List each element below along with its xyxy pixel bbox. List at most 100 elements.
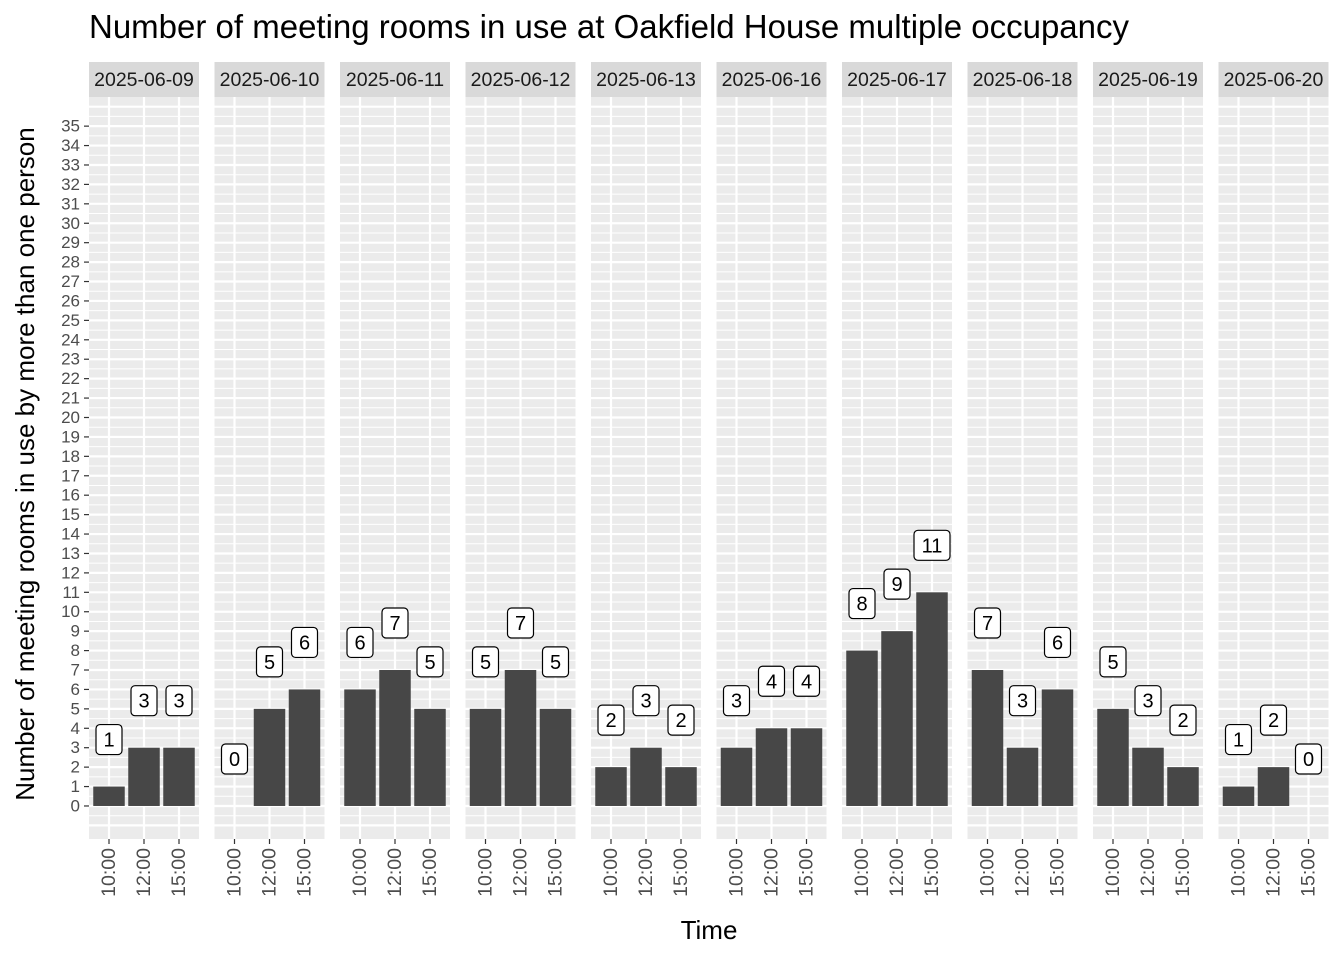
x-tick-label: 10:00 bbox=[1102, 848, 1124, 897]
data-label-box bbox=[416, 646, 444, 678]
y-tick-label: 0 bbox=[71, 796, 80, 815]
y-tick-label: 7 bbox=[71, 661, 80, 680]
bar bbox=[916, 592, 948, 806]
facet-strip bbox=[89, 62, 199, 97]
facet-panel-2025-06-13: 2025-06-13 2 3 2 10:00 12:00 15:00 bbox=[591, 62, 701, 897]
chart-title: Number of meeting rooms in use at Oakfie… bbox=[89, 8, 1129, 45]
x-tick-label: 15:00 bbox=[670, 848, 692, 897]
y-tick-label: 5 bbox=[71, 699, 80, 718]
data-label: 2 bbox=[605, 710, 616, 732]
facet-strip-label: 2025-06-10 bbox=[220, 69, 320, 91]
data-label: 1 bbox=[1233, 730, 1244, 752]
x-tick-label: 12:00 bbox=[886, 848, 908, 897]
facet-strip bbox=[214, 62, 325, 97]
x-tick-label: 12:00 bbox=[635, 848, 657, 897]
x-tick-label: 15:00 bbox=[921, 848, 943, 897]
data-label: 9 bbox=[891, 574, 902, 596]
y-tick-label: 1 bbox=[71, 777, 80, 796]
x-tick-label: 15:00 bbox=[419, 848, 441, 897]
data-label: 3 bbox=[173, 691, 184, 713]
data-label-box bbox=[597, 704, 625, 736]
bar bbox=[93, 786, 125, 806]
bar bbox=[1167, 767, 1199, 806]
data-label: 3 bbox=[640, 691, 651, 713]
facet-strip bbox=[967, 62, 1078, 97]
facet-panel-2025-06-20: 2025-06-20 1 2 0 10:00 12:00 15:00 bbox=[1218, 62, 1329, 897]
facet-strip-label: 2025-06-20 bbox=[1224, 69, 1324, 91]
x-tick-label: 15:00 bbox=[545, 848, 567, 897]
facet-panel-2025-06-16: 2025-06-16 3 4 4 10:00 12:00 15:00 bbox=[716, 62, 827, 897]
y-tick-label: 22 bbox=[61, 369, 80, 388]
bar bbox=[504, 670, 537, 806]
y-tick-label: 13 bbox=[61, 544, 80, 563]
bar bbox=[755, 728, 788, 806]
bar bbox=[881, 631, 913, 806]
bar bbox=[288, 689, 321, 806]
x-tick-label: 12:00 bbox=[133, 848, 155, 897]
bar bbox=[1257, 767, 1290, 806]
data-label: 7 bbox=[515, 613, 526, 635]
data-label-box bbox=[973, 607, 1002, 639]
x-tick-label: 12:00 bbox=[384, 848, 406, 897]
bar bbox=[1041, 689, 1074, 806]
x-tick-label: 10:00 bbox=[977, 848, 999, 897]
data-label: 5 bbox=[1107, 652, 1118, 674]
y-tick-label: 9 bbox=[71, 622, 80, 641]
data-label: 6 bbox=[1052, 632, 1063, 654]
y-tick-label: 16 bbox=[61, 486, 80, 505]
x-tick-label: 12:00 bbox=[1263, 848, 1285, 897]
data-label: 5 bbox=[480, 652, 491, 674]
bar bbox=[630, 747, 662, 806]
y-tick-label: 18 bbox=[61, 447, 80, 466]
x-tick-label: 12:00 bbox=[761, 848, 783, 897]
data-label: 2 bbox=[1268, 710, 1279, 732]
y-tick-label: 28 bbox=[61, 253, 80, 272]
data-label-box bbox=[1294, 743, 1323, 775]
x-tick-label: 15:00 bbox=[796, 848, 818, 897]
x-axis-title: Time bbox=[681, 915, 738, 945]
bar bbox=[414, 708, 446, 806]
data-label: 3 bbox=[1017, 691, 1028, 713]
facet-strip-label: 2025-06-16 bbox=[722, 69, 822, 91]
bar bbox=[595, 767, 627, 806]
facet-strip bbox=[340, 62, 450, 97]
data-label: 6 bbox=[299, 632, 310, 654]
data-label: 0 bbox=[1303, 749, 1314, 771]
data-label-box bbox=[290, 626, 319, 659]
data-label-box bbox=[1008, 685, 1037, 717]
x-tick-label: 10:00 bbox=[726, 848, 748, 897]
data-label: 0 bbox=[229, 749, 240, 771]
data-label: 3 bbox=[731, 691, 742, 713]
data-label: 5 bbox=[424, 652, 435, 674]
data-label-box bbox=[883, 568, 911, 600]
facet-panel-2025-06-10: 2025-06-10 0 5 6 10:00 12:00 15:00 bbox=[214, 62, 325, 897]
data-label: 5 bbox=[264, 652, 275, 674]
facet-strip bbox=[1218, 62, 1329, 97]
x-tick-label: 10:00 bbox=[1228, 848, 1250, 897]
y-tick-label: 19 bbox=[61, 427, 80, 446]
data-label: 7 bbox=[389, 613, 400, 635]
data-label-box bbox=[722, 685, 751, 717]
facet-strip-label: 2025-06-19 bbox=[1098, 69, 1198, 91]
y-tick-label: 10 bbox=[61, 602, 80, 621]
facet-strip bbox=[1093, 62, 1203, 97]
x-tick-label: 12:00 bbox=[510, 848, 532, 897]
x-tick-label: 10:00 bbox=[475, 848, 497, 897]
y-tick-label: 32 bbox=[61, 175, 80, 194]
data-label-box bbox=[667, 704, 695, 736]
bar bbox=[1132, 747, 1164, 806]
facet-panel-2025-06-18: 2025-06-18 7 3 6 10:00 12:00 15:00 bbox=[967, 62, 1078, 897]
y-tick-label: 35 bbox=[61, 117, 80, 136]
data-label-box bbox=[381, 607, 409, 639]
y-tick-label: 3 bbox=[71, 738, 80, 757]
y-tick-label: 31 bbox=[61, 194, 80, 213]
data-label: 11 bbox=[922, 535, 943, 557]
x-tick-label: 12:00 bbox=[1137, 848, 1159, 897]
data-label-box bbox=[848, 587, 876, 620]
facet-panel-2025-06-17: 2025-06-17 8 9 11 10:00 12:00 15:00 bbox=[842, 62, 952, 897]
y-tick-label: 30 bbox=[61, 214, 80, 233]
x-tick-label: 10:00 bbox=[349, 848, 371, 897]
facet-strip bbox=[465, 62, 576, 97]
y-tick-label: 17 bbox=[61, 466, 80, 485]
y-tick-label: 24 bbox=[61, 330, 80, 349]
